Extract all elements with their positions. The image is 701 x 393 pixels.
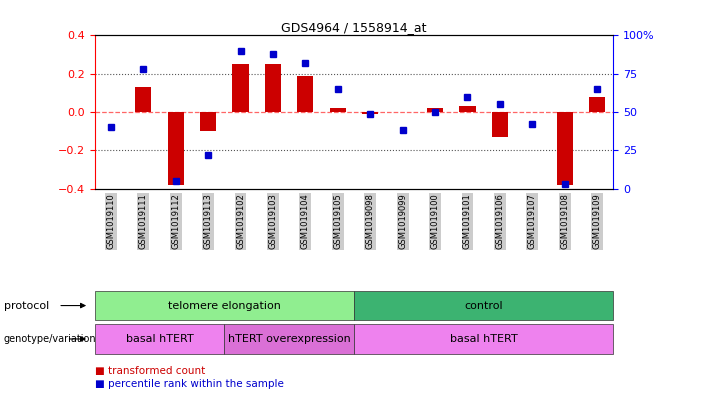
Text: genotype/variation: genotype/variation bbox=[4, 334, 96, 344]
Bar bbox=[265, 64, 281, 112]
Text: telomere elongation: telomere elongation bbox=[168, 301, 281, 310]
Text: ■ percentile rank within the sample: ■ percentile rank within the sample bbox=[95, 379, 283, 389]
Bar bbox=[168, 112, 184, 185]
Text: protocol: protocol bbox=[4, 301, 49, 310]
Text: hTERT overexpression: hTERT overexpression bbox=[228, 334, 350, 344]
Bar bbox=[557, 112, 573, 185]
Bar bbox=[233, 64, 249, 112]
Bar bbox=[589, 97, 605, 112]
Text: control: control bbox=[464, 301, 503, 310]
Bar bbox=[362, 112, 379, 114]
Bar bbox=[200, 112, 216, 131]
Bar bbox=[427, 108, 443, 112]
Text: basal hTERT: basal hTERT bbox=[450, 334, 517, 344]
Bar bbox=[329, 108, 346, 112]
Bar bbox=[492, 112, 508, 137]
Text: basal hTERT: basal hTERT bbox=[125, 334, 193, 344]
Bar bbox=[459, 106, 475, 112]
Bar bbox=[297, 75, 313, 112]
Bar bbox=[135, 87, 151, 112]
Title: GDS4964 / 1558914_at: GDS4964 / 1558914_at bbox=[281, 21, 427, 34]
Text: ■ transformed count: ■ transformed count bbox=[95, 366, 205, 376]
